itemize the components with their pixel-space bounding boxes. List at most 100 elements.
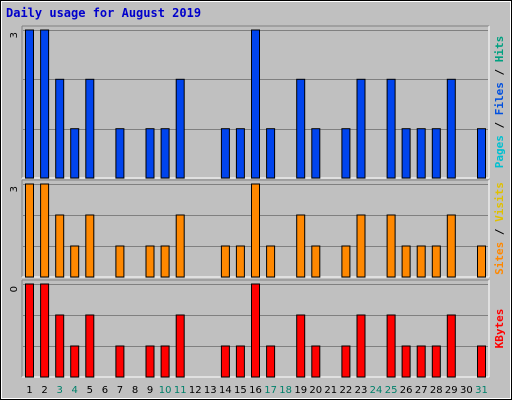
bar-day-9: [145, 128, 155, 179]
bar-day-27: [416, 245, 426, 278]
bar-day-3: [55, 78, 65, 179]
bar-day-4: [70, 345, 80, 378]
bar-day-17: [266, 345, 276, 378]
bar-day-31: [477, 345, 486, 378]
bar-day-11: [175, 78, 185, 179]
bar-day-20: [311, 128, 321, 179]
bar-day-14: [220, 345, 230, 378]
x-tick-label-30: 30: [460, 385, 473, 396]
bar-day-10: [160, 345, 170, 378]
series-label-part-1: Pages: [493, 135, 506, 168]
bar-day-22: [341, 128, 351, 179]
bar-day-29: [446, 78, 456, 179]
x-tick-label-28: 28: [430, 385, 443, 396]
x-axis-labels: 1 2 3 4 5 6 7 8 9 10 11 12 13 14 15 16 17 18 19 20 21 22 23 24 2…: [26, 385, 488, 396]
bar-day-16: [251, 29, 260, 179]
y-tick-label: 3: [9, 186, 20, 192]
bar-day-7: [115, 245, 125, 278]
x-tick-label-13: 13: [204, 385, 217, 396]
x-tick-label-11: 11: [174, 385, 187, 396]
series-label: KBytes: [493, 309, 506, 349]
bar-day-22: [341, 245, 351, 278]
bar-day-1: [25, 29, 34, 179]
x-tick-label-4: 4: [72, 385, 78, 396]
bar-day-5: [85, 78, 95, 179]
bar-day-15: [235, 245, 245, 278]
bar-day-14: [220, 245, 230, 278]
bar-day-25: [386, 214, 396, 278]
bar-day-17: [266, 245, 276, 278]
x-tick-label-15: 15: [234, 385, 247, 396]
bar-day-23: [356, 78, 366, 179]
y-tick-label: 0: [9, 286, 20, 292]
x-tick-label-27: 27: [415, 385, 428, 396]
x-tick-label-18: 18: [279, 385, 292, 396]
bar-day-16: [251, 283, 260, 378]
series-label-part-5: Hits: [493, 36, 506, 63]
bar-day-31: [477, 245, 486, 278]
bar-day-19: [296, 314, 306, 378]
bar-day-15: [235, 345, 245, 378]
bar-day-28: [431, 245, 441, 278]
bar-day-16: [251, 183, 260, 278]
bar-day-7: [115, 345, 125, 378]
x-tick-label-8: 8: [132, 385, 138, 396]
x-tick-label-3: 3: [57, 385, 63, 396]
bar-day-23: [356, 314, 366, 378]
bar-day-5: [85, 214, 95, 278]
bar-day-19: [296, 214, 306, 278]
x-tick-label-20: 20: [309, 385, 322, 396]
x-tick-label-22: 22: [340, 385, 353, 396]
bar-day-27: [416, 345, 426, 378]
panel-1: 3 Pages / Files / Hits: [9, 25, 506, 179]
series-label: Sites / Visits: [493, 182, 506, 275]
bar-day-1: [25, 283, 34, 378]
bar-day-11: [175, 314, 185, 378]
x-tick-label-12: 12: [189, 385, 202, 396]
x-tick-label-25: 25: [385, 385, 398, 396]
series-label-part-1: KBytes: [493, 309, 506, 349]
bar-day-23: [356, 214, 366, 278]
bar-day-4: [70, 128, 80, 179]
x-tick-label-5: 5: [87, 385, 93, 396]
bar-day-27: [416, 128, 426, 179]
bar-day-11: [175, 214, 185, 278]
bar-day-28: [431, 128, 441, 179]
bar-day-29: [446, 214, 456, 278]
bar-day-9: [145, 345, 155, 378]
x-tick-label-14: 14: [219, 385, 232, 396]
bar-day-4: [70, 245, 80, 278]
x-tick-label-7: 7: [117, 385, 123, 396]
bar-day-2: [40, 183, 50, 278]
series-label-part-2: /: [493, 115, 506, 135]
x-tick-label-26: 26: [400, 385, 413, 396]
bar-day-20: [311, 345, 321, 378]
chart-panels: 3 Pages / Files / Hits 3 Sites / Visits 0 KBy…: [9, 25, 506, 378]
bar-day-31: [477, 128, 486, 179]
bar-day-26: [401, 128, 411, 179]
x-tick-label-16: 16: [249, 385, 262, 396]
bar-day-25: [386, 314, 396, 378]
bar-day-19: [296, 78, 306, 179]
x-tick-label-19: 19: [294, 385, 307, 396]
bar-day-10: [160, 128, 170, 179]
chart-title: Daily usage for August 2019: [6, 6, 201, 20]
bar-day-3: [55, 314, 65, 378]
bar-day-29: [446, 314, 456, 378]
bar-day-14: [220, 128, 230, 179]
bar-day-20: [311, 245, 321, 278]
bar-day-17: [266, 128, 276, 179]
x-tick-label-9: 9: [147, 385, 153, 396]
x-tick-label-10: 10: [159, 385, 172, 396]
x-tick-label-2: 2: [41, 385, 47, 396]
bar-day-1: [25, 183, 34, 278]
bar-day-26: [401, 345, 411, 378]
x-tick-label-21: 21: [324, 385, 337, 396]
series-label-part-3: Files: [493, 82, 506, 115]
bar-day-28: [431, 345, 441, 378]
bar-day-10: [160, 245, 170, 278]
bar-day-7: [115, 128, 125, 179]
bar-day-3: [55, 214, 65, 278]
